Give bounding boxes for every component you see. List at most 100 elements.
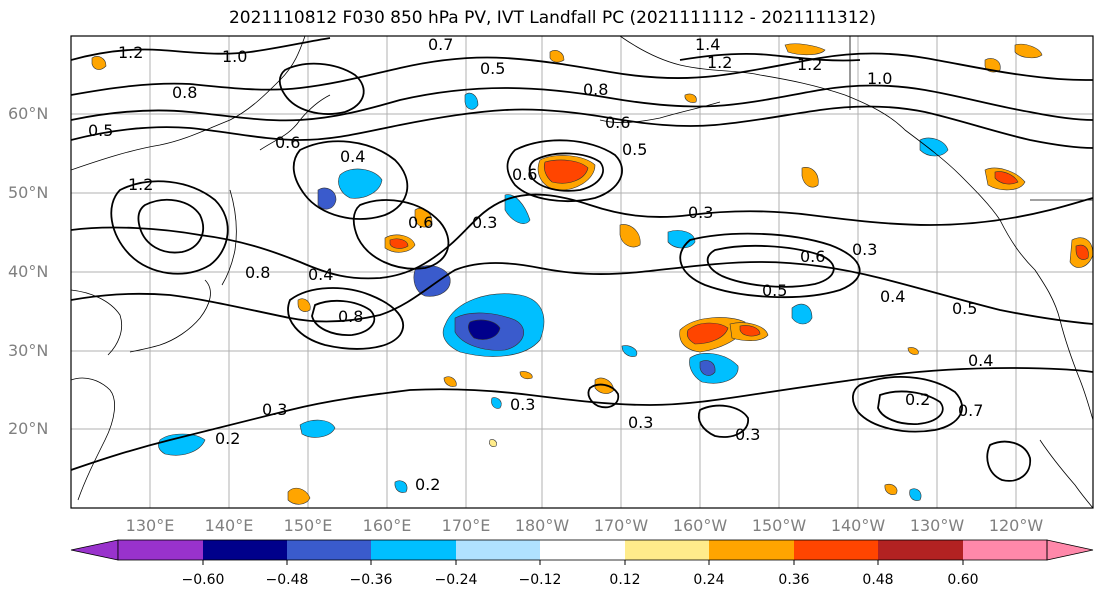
contour-label: 1.2 [707,53,732,72]
contour-closed-155e [287,287,405,350]
colorbar-extend-high [1046,539,1094,561]
colorbar-tick-label: −0.12 [518,572,562,588]
lon-label: 170°E [441,516,491,535]
contour-12-arctic [71,37,331,61]
contour-label: 0.6 [512,165,537,184]
contour-label: 0.3 [472,213,497,232]
contour-label: 1.2 [797,55,822,74]
contour-label: 0.3 [262,400,287,419]
neg-area-155e [317,187,337,210]
colorbar-segment [963,540,1047,560]
pos-area-160w-core [686,322,729,345]
pos-area-147w [801,167,819,188]
pos-area-125w-top [1014,43,1043,59]
contour-closed-175w [506,139,623,203]
colorbar-tick-label: −0.36 [349,572,393,588]
colorbar-segment [203,540,287,560]
colorbar-segment [878,540,963,560]
neg-area-small-1 [621,345,638,357]
contour-label: 0.2 [905,390,930,409]
colorbar [70,539,1094,565]
contour-label: 0.4 [340,147,365,166]
colorbar-segment [371,540,456,560]
contour-closed-small-2 [697,404,749,438]
contour-06-north [71,84,1093,122]
neg-area-162w-core [699,360,716,376]
page-title: 2021110812 F030 850 hPa PV, IVT Landfall… [228,8,876,28]
contour-closed-175w-inner [528,152,604,192]
pos-area-130e-top [91,56,107,70]
contour-label: 0.6 [408,213,433,232]
lon-label: 140°W [830,516,886,535]
contour-closed-asia [110,180,229,275]
contour-label: 0.5 [762,281,787,300]
neg-area-small-2 [394,480,408,493]
neg-area-arctic [919,137,949,157]
contour-label: 0.7 [958,401,983,420]
neg-area-165w [667,230,696,249]
contour-closed-160w [679,232,861,299]
pos-area-155w [784,43,826,56]
lon-label: 170°W [593,516,649,535]
contour-label: 0.8 [172,83,197,102]
neg-area-core [468,319,501,340]
contour-lines [71,37,1093,482]
lat-label: 50°N [8,183,49,202]
coast-alaska-gulf [844,94,1001,221]
pos-area-118w-core [1075,244,1089,260]
coast-bc [999,219,1061,321]
colorbar-tick-label: 0.48 [862,572,894,588]
contour-label: 0.6 [800,247,825,266]
colorbar-segment [287,540,371,560]
contour-label: 0.8 [583,80,608,99]
colorbar-tick-label: 0.12 [609,572,641,588]
contour-14-alaska [679,52,861,62]
lon-label: 130°E [125,516,175,535]
contour-04-mid [71,261,1093,325]
lat-label: 30°N [8,341,49,360]
contour-label-group: 1.2 1.0 0.7 0.5 1.4 1.2 1.2 1.0 0.8 0.6 … [88,35,993,494]
colorbar-segment [118,540,203,560]
contour-label: 0.3 [852,240,877,259]
contour-label: 0.4 [308,265,333,284]
contour-label: 1.2 [118,43,143,62]
contour-label: 0.3 [735,425,760,444]
pos-area-125w-core [994,171,1019,185]
pos-area-165e-core [389,238,409,249]
pos-area-small-c [907,347,919,355]
pos-area-small-d [884,483,898,495]
coast-alaska-north [619,36,846,96]
neg-area-173e [413,265,451,297]
contour-label: 1.2 [128,175,153,194]
colorbar-frame [117,539,1048,561]
contour-08-north [71,52,1093,96]
pos-area-175e-top [549,50,565,63]
contour-label: 0.2 [215,429,240,448]
contour-label: 1.0 [222,47,247,66]
lat-label: 40°N [8,262,49,281]
contour-05-north [71,105,1093,149]
lon-label: 160°E [362,516,412,535]
contour-label: 1.4 [695,35,720,54]
contour-label: 0.3 [628,413,653,432]
anomaly-shading [91,43,1093,505]
contour-label: 0.4 [968,351,993,370]
contour-label: 0.3 [510,395,535,414]
contour-label: 0.5 [88,121,113,140]
colorbar-extend-low [70,539,119,561]
pos-area-168w [619,224,641,248]
neg-area-158e [299,419,336,438]
contour-closed-160e [292,140,409,220]
colorbar-tick-label: 0.24 [693,572,725,588]
pos-area-small-b [519,371,533,380]
contour-closed-125w-south [986,440,1031,482]
lon-label: 160°W [672,516,728,535]
contour-closed-165e [352,199,450,270]
colorbar-segment [794,540,878,560]
colorbar-tick-label: 0.60 [947,572,979,588]
contour-label: 0.6 [275,133,300,152]
coast-sakhalin [221,189,237,286]
contour-closed-140w [852,376,963,433]
lon-label: 180°W [514,516,570,535]
pos-area-150e-south [287,487,311,505]
